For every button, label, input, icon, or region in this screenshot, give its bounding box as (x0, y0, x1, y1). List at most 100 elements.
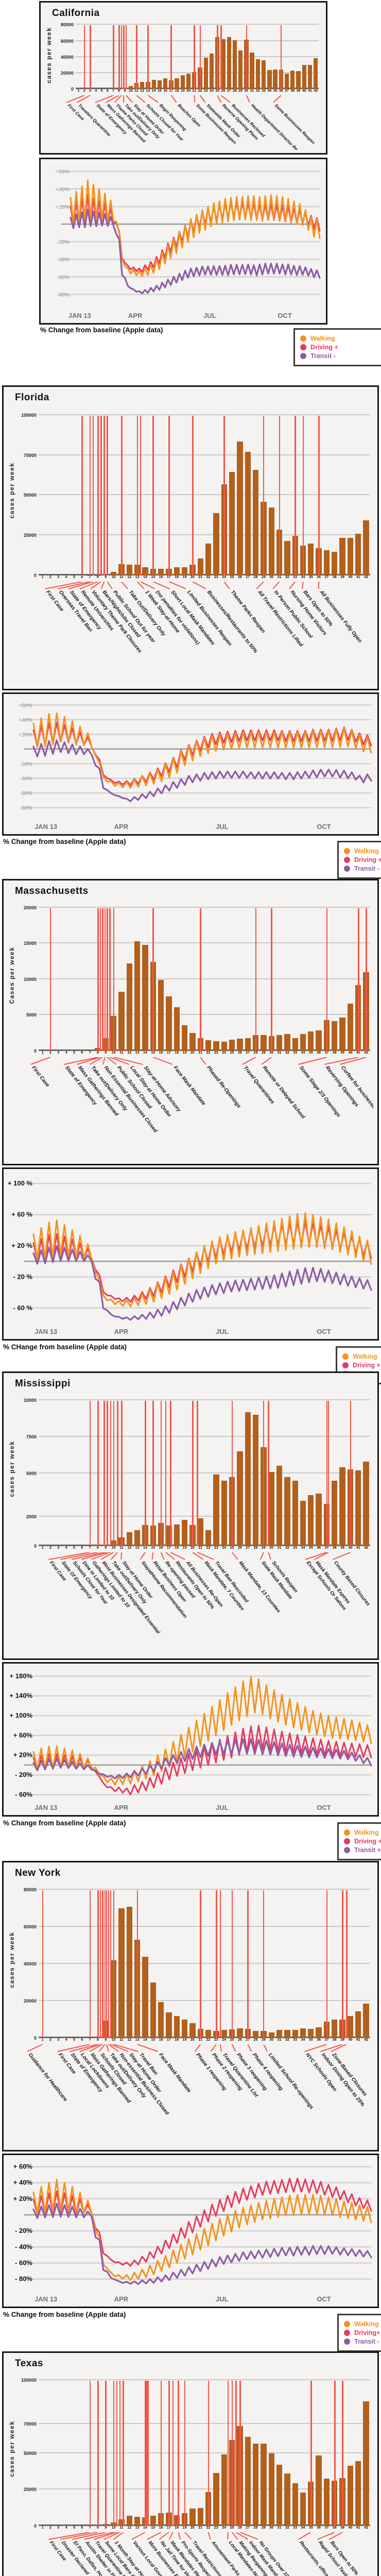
transit-line (32, 2202, 372, 2285)
y-axis-ticks: 100000 75000 50000 25000 0 (16, 405, 39, 578)
y-tick-label: 100000 (21, 412, 37, 418)
legend-label: Transit - (310, 352, 336, 360)
bar (163, 78, 168, 89)
x-tick-label: 24 (210, 89, 214, 93)
bar-slot (197, 1392, 204, 1546)
event-leader-line (246, 95, 251, 103)
x-tick-label: 4 (65, 1546, 67, 1550)
y-axis-label: cases per week (8, 1440, 15, 1497)
transit-legend-dot (344, 866, 350, 872)
x-tick-label: 27 (227, 89, 231, 93)
x-axis-ticks: 1 2 3 4 5 6 7 8 9 10 11 12 13 14 15 16 17 18 19 20 21 22 23 24 2… (39, 1546, 370, 1552)
bar-slot (197, 405, 204, 575)
legend-row: Driving + (344, 856, 381, 863)
x-tick-label: 33 (293, 2038, 298, 2042)
event-line (168, 2381, 170, 2526)
mobility-legend: Walking Driving + Transit - (337, 841, 381, 879)
bar-slot (212, 405, 220, 575)
x-tick-label: 36 (317, 1051, 321, 1055)
event-leader-line (90, 1057, 103, 1065)
event-leader-line (199, 95, 206, 103)
x-tick-label: 42 (364, 575, 369, 579)
x-tick-label: 10 (128, 89, 133, 93)
event-label: Face Mask Mandate (172, 1065, 207, 1107)
event-line (342, 2381, 343, 2526)
event-leader-line (314, 1552, 329, 1560)
x-tick-label: 24 (222, 2038, 227, 2042)
bar (252, 1415, 259, 1546)
x-tick-label: 35 (308, 2526, 313, 2530)
x-tick-label: 8 (97, 2526, 99, 2530)
bar-slot (315, 1392, 322, 1546)
bar-slot (62, 1392, 70, 1546)
legend-row: Transit - (300, 352, 381, 360)
bar-slot (39, 1392, 46, 1546)
driving-legend-dot (342, 1362, 349, 1368)
bar (316, 1494, 322, 1546)
walking-line (32, 1675, 372, 1786)
bar (316, 2455, 322, 2526)
event-line (100, 415, 102, 575)
bar-slot (62, 2371, 70, 2526)
bar-slot (268, 1392, 275, 1546)
gridline (39, 1049, 370, 1051)
bar-slot (188, 2371, 196, 2526)
x-tick-label: 2 (49, 575, 51, 579)
y-tick-label: 0 (33, 2036, 37, 2041)
bar-slot (173, 899, 181, 1051)
bar (308, 1495, 314, 1546)
x-tick-label: 41 (356, 2038, 360, 2042)
x-tick-label: 28 (253, 575, 258, 579)
event-leader-line (263, 2044, 268, 2052)
bar (232, 40, 237, 89)
bar-slot (70, 2371, 78, 2526)
bar (245, 1412, 251, 1546)
x-tick-label: 20 (190, 2526, 195, 2530)
x-tick-label: 37 (324, 575, 329, 579)
x-tick-label: 22 (206, 2038, 211, 2042)
event-line (366, 908, 367, 1051)
y-tick-label: 0 (33, 573, 37, 578)
x-tick-label: 7 (89, 1051, 91, 1055)
x-tick-label: 18 (175, 1546, 179, 1550)
x-tick-label: 39 (340, 1546, 345, 1550)
bar-slot (133, 899, 141, 1051)
bar-slot (149, 1881, 157, 2038)
x-tick-label: 18 (175, 575, 179, 579)
y-tick-label: 25000 (23, 2487, 37, 2493)
event-line (102, 1890, 103, 2038)
walking-line (32, 2178, 372, 2281)
event-line (170, 1401, 171, 1546)
x-tick-label: 19 (182, 2526, 187, 2530)
x-tick-label: 27 (246, 1546, 250, 1550)
mobility-series-group (70, 179, 321, 295)
event-line (346, 1890, 348, 2038)
chart-caption: % Change from baseline (Apple data) (3, 838, 126, 845)
gridline (39, 1435, 370, 1437)
x-tick-label: 38 (332, 2038, 337, 2042)
event-leader-line (305, 1552, 327, 1560)
bar-slot (165, 1392, 172, 1546)
x-tick-label: 21 (198, 575, 203, 579)
bar-slot (220, 21, 226, 89)
event-leader-line (168, 582, 186, 589)
x-tick-label: 22 (206, 1051, 211, 1055)
bar (355, 2011, 361, 2038)
bar (332, 1021, 338, 1051)
gridline (76, 24, 319, 25)
y-axis-ticks: 10000 7500 5000 2000 0 (16, 1392, 39, 1549)
x-tick-label: 38 (332, 2526, 337, 2530)
event-label: Phase 4 reopening (251, 2052, 284, 2092)
bar (276, 2465, 283, 2526)
event-line (318, 415, 320, 575)
event-line (81, 415, 83, 575)
bar-slot (283, 1881, 291, 2038)
event-leader-line (113, 1057, 143, 1065)
event-line (246, 25, 248, 89)
event-line (279, 415, 281, 575)
event-line (231, 2381, 233, 2526)
chart-caption: % Change from baseline (Apple data) (3, 2311, 126, 2318)
bar-slot (55, 1881, 62, 2038)
mobility-x-label: APR (114, 823, 129, 831)
legend-row: Walking (344, 848, 381, 855)
